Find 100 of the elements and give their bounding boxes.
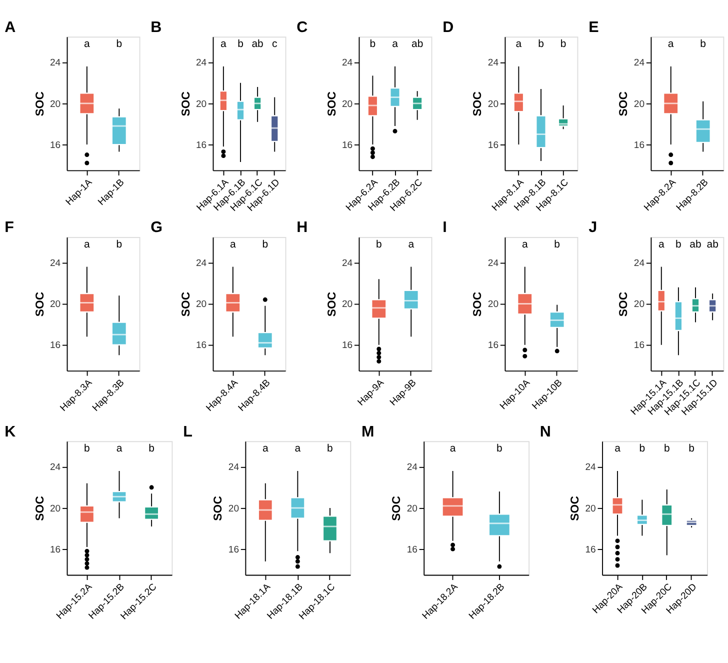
y-tick-label: 16 (228, 544, 240, 556)
y-tick-label: 24 (634, 258, 646, 270)
y-tick-label: 20 (196, 299, 207, 310)
y-tick-label: 20 (50, 98, 61, 110)
annotation: b (116, 239, 122, 250)
y-tick-label: 24 (228, 462, 240, 474)
chart-title: G (150, 219, 163, 236)
y-axis-title: SOC (34, 292, 46, 317)
y-axis-title: SOC (180, 292, 192, 317)
y-tick-label: 24 (50, 258, 62, 270)
annotation: b (376, 239, 382, 250)
annotation: b (700, 39, 706, 50)
y-tick-label: 16 (634, 340, 645, 352)
annotation: a (84, 39, 90, 50)
y-tick-label: 16 (50, 340, 61, 352)
chart-title: B (150, 18, 162, 36)
y-tick-label: 16 (342, 140, 353, 151)
annotation: a (116, 444, 122, 455)
y-axis-title: SOC (212, 496, 225, 521)
annotation: b (370, 39, 376, 50)
y-axis-title: SOC (391, 496, 404, 521)
y-axis-title: SOC (34, 496, 46, 521)
annotation: b (676, 239, 682, 250)
y-tick-label: 16 (196, 140, 207, 151)
y-tick-label: 24 (585, 462, 597, 474)
annotation: b (84, 444, 90, 455)
y-axis-title: SOC (472, 91, 484, 116)
y-tick-label: 20 (406, 503, 418, 514)
chart-title: I (442, 219, 447, 236)
annotation: a (84, 239, 90, 250)
annotation: a (408, 239, 414, 250)
annotation: ab (706, 239, 719, 250)
chart-title: F (4, 219, 14, 236)
chart-title: N (540, 423, 551, 440)
annotation: a (522, 239, 528, 250)
y-tick-label: 24 (342, 58, 354, 69)
y-tick-label: 16 (488, 340, 499, 352)
annotation: b (116, 39, 122, 50)
annotation: b (262, 239, 268, 250)
chart-title: H (296, 219, 308, 236)
annotation: a (392, 39, 398, 50)
y-tick-label: 20 (228, 503, 240, 514)
y-tick-label: 20 (196, 98, 207, 110)
annotation: a (294, 444, 301, 455)
annotation: a (450, 444, 456, 455)
annotation: ab (690, 239, 702, 250)
annotation: b (664, 444, 670, 455)
chart-title: C (296, 18, 308, 36)
annotation: a (668, 39, 674, 50)
y-axis-title: SOC (618, 91, 630, 116)
annotation: a (516, 39, 522, 50)
y-axis-title: SOC (618, 292, 630, 317)
y-tick-label: 24 (50, 58, 62, 69)
annotation: a (614, 444, 621, 455)
y-tick-label: 16 (634, 140, 645, 151)
y-tick-label: 20 (342, 299, 353, 310)
y-tick-label: 20 (488, 98, 499, 110)
y-axis-title: SOC (34, 91, 46, 116)
annotation: b (639, 444, 646, 455)
annotation: a (230, 239, 236, 250)
y-tick-label: 24 (342, 258, 354, 270)
chart-title: E (588, 18, 599, 36)
y-tick-label: 20 (50, 299, 61, 310)
annotation: b (238, 39, 244, 50)
y-tick-label: 24 (634, 58, 646, 69)
annotation: ab (252, 39, 264, 50)
chart-title: D (442, 18, 454, 36)
y-tick-label: 20 (50, 503, 61, 514)
y-axis-title: SOC (326, 91, 338, 116)
chart-title: M (361, 423, 374, 440)
chart-title: A (4, 18, 16, 36)
y-tick-label: 16 (342, 340, 353, 352)
annotation: a (220, 39, 227, 50)
annotation: b (327, 444, 334, 455)
y-tick-label: 16 (488, 140, 499, 151)
y-tick-label: 16 (50, 140, 61, 151)
annotation: b (688, 444, 695, 455)
y-tick-label: 16 (50, 544, 61, 556)
y-tick-label: 20 (488, 299, 499, 310)
annotation: a (658, 239, 664, 250)
y-tick-label: 20 (634, 299, 645, 310)
annotation: a (262, 444, 268, 455)
y-tick-label: 24 (488, 58, 500, 69)
chart-title: L (183, 423, 192, 440)
y-axis-title: SOC (472, 292, 484, 317)
annotation: b (560, 39, 566, 50)
y-axis-title: SOC (180, 91, 192, 116)
y-tick-label: 20 (585, 503, 596, 514)
y-tick-label: 24 (50, 462, 62, 474)
annotation: b (554, 239, 560, 250)
y-tick-label: 16 (406, 544, 418, 556)
y-tick-label: 16 (585, 544, 596, 556)
annotation: b (538, 39, 544, 50)
y-tick-label: 16 (196, 340, 207, 352)
y-axis-title: SOC (570, 496, 582, 521)
annotation: ab (411, 39, 424, 50)
y-tick-label: 24 (406, 462, 418, 474)
chart-title: K (4, 423, 16, 440)
annotation: b (496, 444, 503, 455)
y-tick-label: 20 (634, 98, 645, 110)
